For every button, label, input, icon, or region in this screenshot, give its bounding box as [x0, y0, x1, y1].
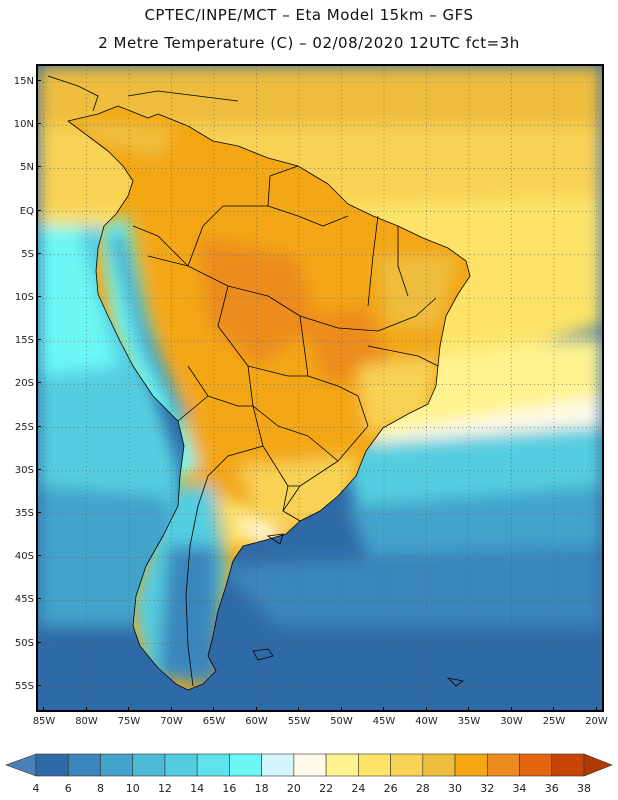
lat-tick — [36, 166, 41, 168]
lat-tick — [36, 252, 41, 254]
legend-label: 24 — [351, 782, 366, 795]
legend-label: 22 — [319, 782, 334, 795]
lon-tick — [298, 707, 299, 712]
longitude-label: 40W — [415, 716, 438, 727]
lon-tick — [170, 707, 172, 712]
lon-tick — [595, 707, 597, 712]
longitude-label: 50W — [330, 716, 353, 727]
latitude-label: 15S — [14, 335, 34, 347]
lat-tick — [36, 512, 41, 513]
legend-label: 16 — [222, 782, 237, 795]
legend-label: 6 — [64, 782, 72, 795]
legend-color-box — [164, 753, 198, 777]
lon-tick — [255, 707, 257, 712]
legend-color-box — [196, 753, 230, 777]
longitude-label: 55W — [287, 716, 311, 727]
lon-tick — [85, 707, 87, 712]
legend-color-box — [486, 753, 520, 777]
legend-label: 34 — [512, 782, 527, 795]
legend-color-box — [100, 753, 134, 777]
lat-tick — [36, 123, 41, 125]
legend-label: 4 — [32, 782, 40, 795]
longitude-label: 30W — [500, 716, 523, 727]
latitude-label: 30S — [14, 464, 34, 476]
legend-color-box — [551, 753, 585, 777]
longitude-label: 25W — [542, 716, 566, 727]
lon-tick — [468, 707, 469, 712]
lat-tick — [36, 382, 41, 384]
lat-tick — [36, 641, 41, 643]
latitude-label: 5N — [20, 162, 34, 174]
lon-tick — [553, 707, 554, 712]
legend-arrow-low — [5, 753, 37, 777]
lon-tick — [425, 707, 427, 712]
legend-label: 36 — [544, 782, 559, 795]
legend-label: 32 — [480, 782, 495, 795]
legend-color-box — [390, 753, 424, 777]
lon-tick — [340, 707, 342, 712]
longitude-label: 80W — [75, 716, 98, 727]
legend-label: 12 — [157, 782, 172, 795]
latitude-label: EQ — [19, 205, 34, 217]
legend-label: 20 — [286, 782, 301, 795]
lat-tick — [36, 209, 41, 211]
map-title-line2: 2 Metre Temperature (C) – 02/08/2020 12U… — [98, 34, 520, 52]
longitude-label: 75W — [117, 716, 141, 727]
legend-label: 18 — [254, 782, 269, 795]
legend-label: 30 — [448, 782, 463, 795]
lat-tick — [36, 555, 41, 557]
lon-tick — [510, 707, 512, 712]
temperature-color-legend — [5, 753, 613, 777]
latitude-label: 45S — [14, 594, 34, 606]
legend-color-box — [519, 753, 553, 777]
legend-label: 10 — [125, 782, 140, 795]
legend-color-box — [358, 753, 391, 777]
latitude-label: 15N — [13, 76, 34, 87]
lon-tick — [213, 707, 214, 712]
legend-color-box — [67, 753, 101, 777]
lat-tick — [36, 684, 41, 686]
latitude-label: 55S — [14, 680, 34, 692]
lat-tick — [36, 468, 41, 470]
longitude-label: 60W — [245, 716, 268, 727]
latitude-label: 10N — [13, 119, 34, 131]
latitude-label: 35S — [14, 508, 34, 519]
longitude-label: 20W — [585, 716, 608, 727]
longitude-label: 85W — [32, 716, 56, 727]
longitude-label: 65W — [202, 716, 226, 727]
legend-label: 28 — [415, 782, 430, 795]
lon-tick — [383, 707, 384, 712]
longitude-label: 45W — [372, 716, 396, 727]
legend-color-box — [229, 753, 262, 777]
lat-tick — [36, 598, 41, 600]
legend-color-box — [325, 753, 359, 777]
legend-color-box — [454, 753, 488, 777]
lat-tick — [36, 425, 41, 427]
latitude-label: 40S — [14, 551, 34, 563]
latitude-label: 10S — [14, 292, 34, 303]
legend-label: 8 — [96, 782, 104, 795]
legend-color-box — [132, 753, 166, 777]
map-title-line1: CPTEC/INPE/MCT – Eta Model 15km – GFS — [144, 6, 474, 24]
temperature-map — [36, 64, 604, 712]
lon-tick — [43, 707, 44, 712]
legend-label: 14 — [190, 782, 205, 795]
legend-color-box — [293, 753, 327, 777]
longitude-label: 35W — [457, 716, 481, 727]
legend-color-box — [35, 753, 69, 777]
legend-arrow-high — [583, 753, 613, 777]
lat-tick — [36, 80, 41, 81]
legend-color-box — [261, 753, 295, 777]
latitude-label: 25S — [14, 421, 34, 433]
lat-tick — [36, 339, 41, 341]
latitude-label: 5S — [21, 248, 34, 260]
latitude-label: 50S — [14, 637, 34, 649]
lat-tick — [36, 296, 41, 297]
lon-tick — [128, 707, 129, 712]
legend-label: 26 — [383, 782, 398, 795]
legend-label: 38 — [577, 782, 591, 795]
legend-color-box — [422, 753, 456, 777]
longitude-label: 70W — [160, 716, 183, 727]
latitude-label: 20S — [14, 378, 34, 390]
